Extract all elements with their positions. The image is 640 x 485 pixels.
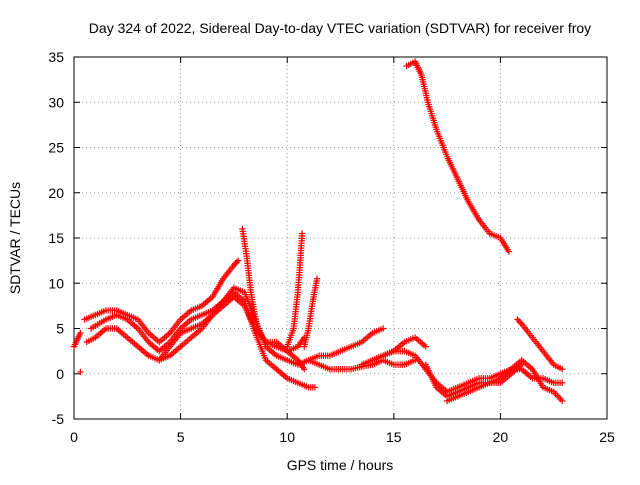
y-tick-label: 15 [48, 230, 64, 246]
series-arc-5 [87, 289, 319, 391]
data-point [232, 260, 239, 267]
series-arc-13 [403, 58, 513, 255]
data-point [515, 317, 523, 325]
series-arc-1 [70, 329, 84, 350]
data-point [559, 379, 566, 386]
data-point [379, 325, 387, 332]
data-point [517, 319, 524, 326]
x-tick-label: 25 [599, 429, 615, 445]
series-arc-7 [239, 225, 308, 373]
series-arc-16 [514, 316, 566, 373]
grid-lines [74, 57, 607, 419]
chart-title: Day 324 of 2022, Sidereal Day-to-day VTE… [89, 20, 591, 36]
x-tick-label: 0 [70, 429, 78, 445]
y-tick-label: 10 [48, 275, 64, 291]
y-tick-label: 35 [48, 49, 64, 65]
data-point [233, 258, 240, 266]
x-axis-label: GPS time / hours [287, 457, 394, 473]
data-point [301, 366, 308, 373]
data-point [422, 343, 429, 350]
y-tick-label: 5 [56, 321, 64, 337]
data-point [559, 397, 566, 405]
data-series [70, 58, 566, 405]
data-point [514, 316, 521, 323]
data-point [311, 384, 319, 391]
y-tick-label: 20 [48, 185, 64, 201]
series-arc-15 [443, 361, 525, 405]
series-arc-9 [301, 275, 321, 350]
data-point [518, 361, 525, 368]
y-tick-label: 30 [48, 94, 64, 110]
series-arc-2 [77, 368, 84, 376]
data-point [234, 257, 242, 264]
data-point [230, 261, 238, 269]
x-tick-label: 15 [386, 429, 402, 445]
series-arc-3 [81, 257, 242, 346]
axis-ticks: 0 5 10 15 20 25 -5 0 5 10 15 20 25 30 35 [48, 49, 615, 445]
x-tick-label: 20 [493, 429, 509, 445]
data-point [313, 275, 321, 282]
data-point [77, 329, 84, 337]
data-point [559, 366, 566, 373]
series-arc-10 [305, 325, 387, 364]
data-point [77, 368, 84, 376]
y-tick-label: -5 [52, 411, 65, 427]
data-point [505, 248, 513, 255]
x-tick-label: 5 [177, 429, 185, 445]
series-arc-8 [284, 230, 306, 350]
data-point [298, 230, 306, 237]
x-tick-label: 10 [279, 429, 295, 445]
y-tick-label: 25 [48, 140, 64, 156]
y-axis-label: SDTVAR / TECUs [7, 182, 23, 294]
y-tick-label: 0 [56, 366, 64, 382]
